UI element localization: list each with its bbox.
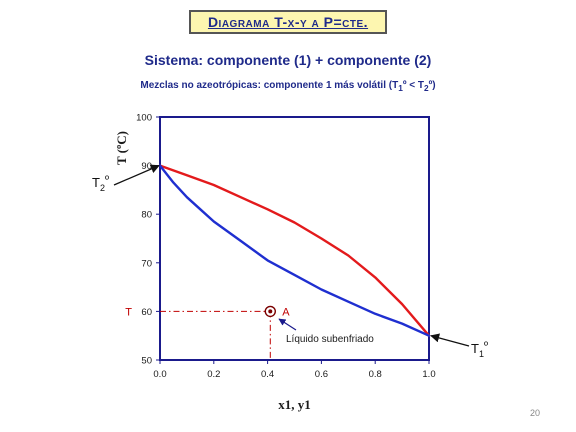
t1-arrow: [430, 333, 470, 347]
x-tick-label: 0.0: [153, 369, 166, 380]
t2-label: T2º: [92, 174, 109, 193]
point-note: Líquido subenfriado: [286, 334, 374, 345]
x-tick-label: 0.6: [315, 369, 328, 380]
point-a-label: A: [282, 306, 290, 318]
y-tick-label: 50: [141, 356, 152, 367]
page-title: Diagrama T-x-y a P=cte.: [207, 14, 369, 30]
system-heading: Sistema: componente (1) + componente (2): [144, 52, 432, 68]
plot-area: [159, 116, 430, 361]
t2-arrow: [113, 164, 160, 186]
y-tick-label: 90: [141, 161, 152, 172]
x-tick-label: 1.0: [422, 369, 435, 380]
annotations: T A Líquido subenfriado T2º T1º: [92, 164, 488, 359]
y-tick-label: 70: [141, 258, 152, 269]
y-tick-label: 80: [141, 210, 152, 221]
point-note-arrow: [278, 318, 297, 331]
t1-label: T1º: [471, 340, 488, 359]
x-tick-label: 0.4: [261, 369, 274, 380]
series-layer: [158, 164, 431, 337]
guide-lines: [160, 310, 271, 360]
x-tick-label: 0.8: [369, 369, 382, 380]
subtitle-sub2: 2: [424, 83, 429, 93]
point-a-dot: [268, 309, 273, 314]
t-marker: T: [125, 306, 132, 318]
subtitle-sub1: 1: [398, 83, 403, 93]
x-tick-label: 0.2: [207, 369, 220, 380]
mixture-subtitle: Mezclas no azeotrópicas: componente 1 má…: [0, 80, 576, 93]
page-number: 20: [530, 408, 541, 418]
series-line-blue: [158, 164, 431, 337]
title-box: Diagrama T-x-y a P=cte.: [189, 10, 387, 34]
y-axis-label: T (ºC): [114, 131, 129, 165]
y-tick-label: 60: [141, 307, 152, 318]
axis-ticks: 50 60 70 80 90 100 0.0 0.2 0.4 0.6 0.8 1.0 x1, y1 T (…: [114, 113, 436, 413]
x-axis-label: x1, y1: [278, 397, 311, 412]
series-line-red: [158, 164, 431, 337]
y-tick-label: 100: [136, 113, 152, 124]
subtitle-end: º): [428, 80, 436, 91]
subtitle-mid: º < T: [402, 80, 425, 91]
subtitle-main: Mezclas no azeotrópicas: componente 1 má…: [140, 80, 399, 91]
